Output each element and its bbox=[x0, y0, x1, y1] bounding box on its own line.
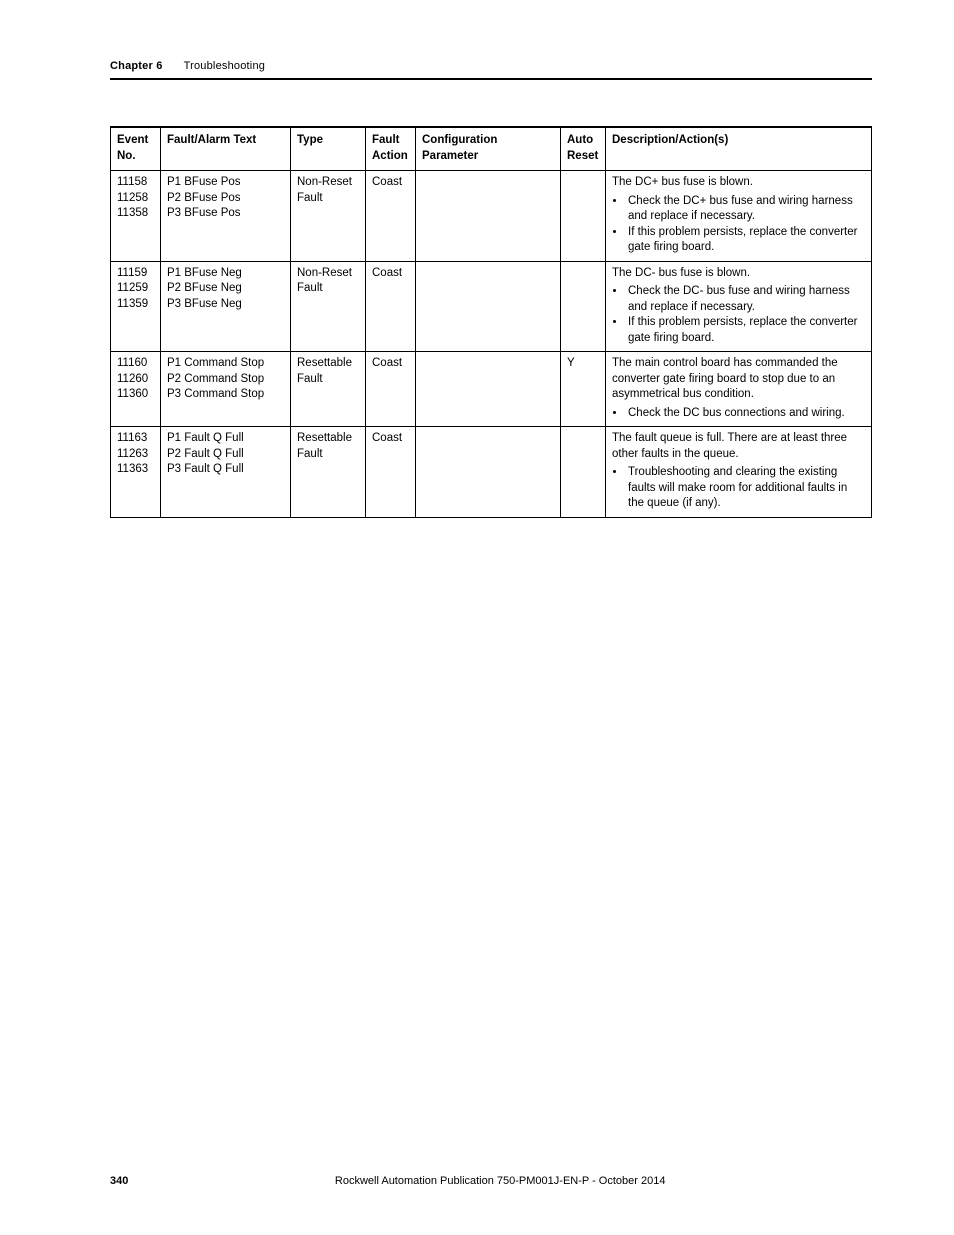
running-header: Chapter 6 Troubleshooting bbox=[110, 60, 872, 78]
table-row: 111591125911359P1 BFuse NegP2 BFuse NegP… bbox=[111, 261, 872, 352]
cell-description: The main control board has commanded the… bbox=[606, 352, 872, 427]
cell-event-no: 111631126311363 bbox=[111, 427, 161, 518]
cell-fault-text: P1 BFuse NegP2 BFuse NegP3 BFuse Neg bbox=[161, 261, 291, 352]
col-config-param: ConfigurationParameter bbox=[416, 127, 561, 171]
cell-fault-text: P1 Command StopP2 Command StopP3 Command… bbox=[161, 352, 291, 427]
cell-type: ResettableFault bbox=[291, 427, 366, 518]
page-container: Chapter 6 Troubleshooting EventNo. Fault… bbox=[0, 0, 954, 1235]
cell-event-no: 111591125911359 bbox=[111, 261, 161, 352]
page-footer: 340 Rockwell Automation Publication 750-… bbox=[110, 1175, 872, 1187]
cell-config-param bbox=[416, 352, 561, 427]
col-fault-action: FaultAction bbox=[366, 127, 416, 171]
cell-fault-action: Coast bbox=[366, 427, 416, 518]
cell-event-no: 111601126011360 bbox=[111, 352, 161, 427]
cell-fault-action: Coast bbox=[366, 352, 416, 427]
col-event-no: EventNo. bbox=[111, 127, 161, 171]
cell-fault-action: Coast bbox=[366, 171, 416, 262]
section-title: Troubleshooting bbox=[184, 60, 265, 72]
cell-auto-reset bbox=[561, 171, 606, 262]
cell-auto-reset: Y bbox=[561, 352, 606, 427]
cell-config-param bbox=[416, 171, 561, 262]
cell-description: The fault queue is full. There are at le… bbox=[606, 427, 872, 518]
table-row: 111601126011360P1 Command StopP2 Command… bbox=[111, 352, 872, 427]
table-row: 111631126311363P1 Fault Q FullP2 Fault Q… bbox=[111, 427, 872, 518]
cell-type: ResettableFault bbox=[291, 352, 366, 427]
table-row: 111581125811358P1 BFuse PosP2 BFuse PosP… bbox=[111, 171, 872, 262]
fault-table: EventNo. Fault/Alarm Text Type FaultActi… bbox=[110, 126, 872, 518]
cell-event-no: 111581125811358 bbox=[111, 171, 161, 262]
publication-line: Rockwell Automation Publication 750-PM00… bbox=[128, 1175, 872, 1187]
col-type: Type bbox=[291, 127, 366, 171]
cell-type: Non-ResetFault bbox=[291, 171, 366, 262]
cell-fault-text: P1 BFuse PosP2 BFuse PosP3 BFuse Pos bbox=[161, 171, 291, 262]
table-header-row: EventNo. Fault/Alarm Text Type FaultActi… bbox=[111, 127, 872, 171]
cell-auto-reset bbox=[561, 261, 606, 352]
col-description: Description/Action(s) bbox=[606, 127, 872, 171]
chapter-label: Chapter 6 bbox=[110, 60, 163, 72]
cell-auto-reset bbox=[561, 427, 606, 518]
cell-description: The DC+ bus fuse is blown.Check the DC+ … bbox=[606, 171, 872, 262]
cell-config-param bbox=[416, 427, 561, 518]
cell-description: The DC- bus fuse is blown.Check the DC- … bbox=[606, 261, 872, 352]
cell-fault-action: Coast bbox=[366, 261, 416, 352]
page-number: 340 bbox=[110, 1175, 128, 1187]
cell-fault-text: P1 Fault Q FullP2 Fault Q FullP3 Fault Q… bbox=[161, 427, 291, 518]
col-auto-reset: AutoReset bbox=[561, 127, 606, 171]
cell-type: Non-ResetFault bbox=[291, 261, 366, 352]
cell-config-param bbox=[416, 261, 561, 352]
col-fault-text: Fault/Alarm Text bbox=[161, 127, 291, 171]
header-rule bbox=[110, 78, 872, 80]
